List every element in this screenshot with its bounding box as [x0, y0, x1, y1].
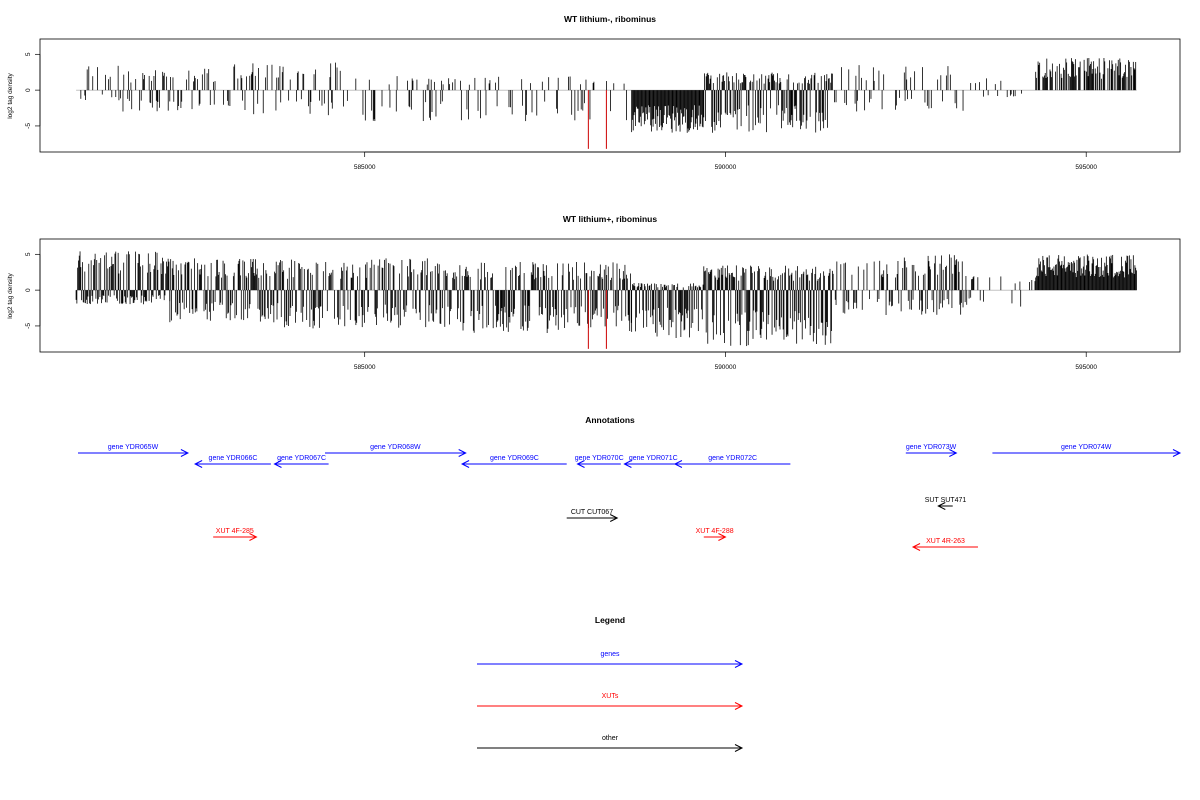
feature-label: gene YDR066C [209, 455, 258, 462]
arrow-head [734, 702, 744, 710]
legend-title: Legend [595, 615, 625, 625]
x-axis: 585000 590000 595000 [354, 151, 1097, 171]
legend-label: XUTs [602, 693, 619, 700]
legend-item: other [477, 735, 744, 752]
arrow-head [949, 449, 958, 457]
y-tick-label: 0 [25, 88, 32, 92]
feature-arrow: XUT 4F-285 [213, 528, 258, 541]
arrow-head [576, 460, 585, 468]
y-tick-label: 5 [25, 252, 32, 256]
feature-label: XUT 4F-288 [696, 528, 734, 535]
feature-label: gene YDR073W [906, 444, 957, 451]
feature-arrow: gene YDR068W [325, 444, 467, 457]
plot-frame [39, 38, 1181, 153]
feature-arrow: gene YDR067C [273, 455, 329, 468]
feature-label: SUT SUT471 [925, 497, 967, 504]
arrow-head [460, 460, 470, 468]
bar-group [76, 57, 1137, 149]
arrow-head [194, 460, 203, 468]
legend-items: genes XUTs other [477, 651, 744, 752]
legend: Legend genes XUTs other [477, 615, 744, 752]
legend-item: genes [477, 651, 744, 668]
y-tick-label: 0 [25, 288, 32, 292]
y-tick-label: 5 [25, 52, 32, 56]
feature-label: gene YDR072C [708, 455, 757, 462]
y-axis-label: log2 tag density [7, 72, 14, 118]
feature-label: gene YDR074W [1061, 444, 1112, 451]
feature-arrow: gene YDR066C [194, 455, 271, 468]
x-tick-label: 595000 [1075, 364, 1097, 371]
annotations-title: Annotations [585, 415, 635, 425]
x-axis: 585000 590000 595000 [354, 351, 1097, 371]
y-tick-label: -5 [25, 323, 32, 329]
legend-label: genes [600, 651, 620, 658]
arrow-head [734, 660, 744, 668]
x-tick-label: 585000 [354, 164, 376, 171]
feature-label: gene YDR070C [575, 455, 624, 462]
x-tick-label: 585000 [354, 364, 376, 371]
arrow-head [937, 502, 946, 510]
feature-arrow: gene YDR070C [575, 455, 624, 468]
track-panel-lithium-minus: WT lithium-, ribominus -5 0 5 585000 590000… [7, 14, 1181, 171]
x-tick-label: 595000 [1075, 164, 1097, 171]
arrow-head [249, 533, 258, 541]
plot-frame [39, 238, 1181, 353]
y-axis: -5 0 5 [25, 52, 41, 129]
arrow-head [623, 460, 632, 468]
feature-label: CUT CUT067 [571, 509, 613, 516]
feature-label: gene YDR067C [277, 455, 326, 462]
arrow-head [273, 460, 282, 468]
feature-arrow: gene YDR065W [78, 444, 190, 457]
feature-arrow: gene YDR074W [992, 444, 1182, 457]
y-axis: -5 0 5 [25, 252, 41, 329]
feature-label: gene YDR065W [108, 444, 159, 451]
arrow-head [673, 460, 683, 468]
feature-label: gene YDR068W [370, 444, 421, 451]
arrow-head [458, 449, 467, 457]
feature-arrow: gene YDR069C [460, 455, 567, 468]
bar-group [75, 251, 1137, 349]
feature-arrow: CUT CUT067 [566, 509, 619, 522]
x-tick-label: 590000 [715, 364, 737, 371]
panel-title: WT lithium-, ribominus [564, 14, 656, 24]
feature-label: gene YDR069C [490, 455, 539, 462]
feature-label: XUT 4R-263 [926, 538, 965, 545]
feature-arrow: gene YDR073W [905, 444, 958, 457]
arrow-head [180, 449, 190, 457]
annotation-features: gene YDR065W gene YDR066C gene YDR067C gene… [78, 444, 1182, 551]
x-tick-label: 590000 [715, 164, 737, 171]
y-axis-label: log2 tag density [7, 272, 14, 318]
feature-arrow: SUT SUT471 [925, 497, 967, 510]
legend-item: XUTs [477, 693, 744, 710]
arrow-head [1172, 449, 1182, 457]
feature-label: XUT 4F-285 [216, 528, 254, 535]
feature-arrow: XUT 4F-288 [696, 528, 734, 541]
arrow-head [609, 514, 619, 522]
track-panel-lithium-plus: WT lithium+, ribominus -5 0 5 585000 590000… [7, 214, 1181, 371]
feature-arrow: gene YDR072C [673, 455, 791, 468]
y-tick-label: -5 [25, 123, 32, 129]
arrow-head [718, 533, 727, 541]
legend-label: other [602, 735, 619, 742]
feature-arrow: gene YDR071C [623, 455, 683, 468]
arrow-head [911, 543, 921, 551]
feature-arrow: XUT 4R-263 [911, 538, 978, 551]
panel-title: WT lithium+, ribominus [563, 214, 657, 224]
feature-label: gene YDR071C [629, 455, 678, 462]
arrow-head [734, 744, 744, 752]
